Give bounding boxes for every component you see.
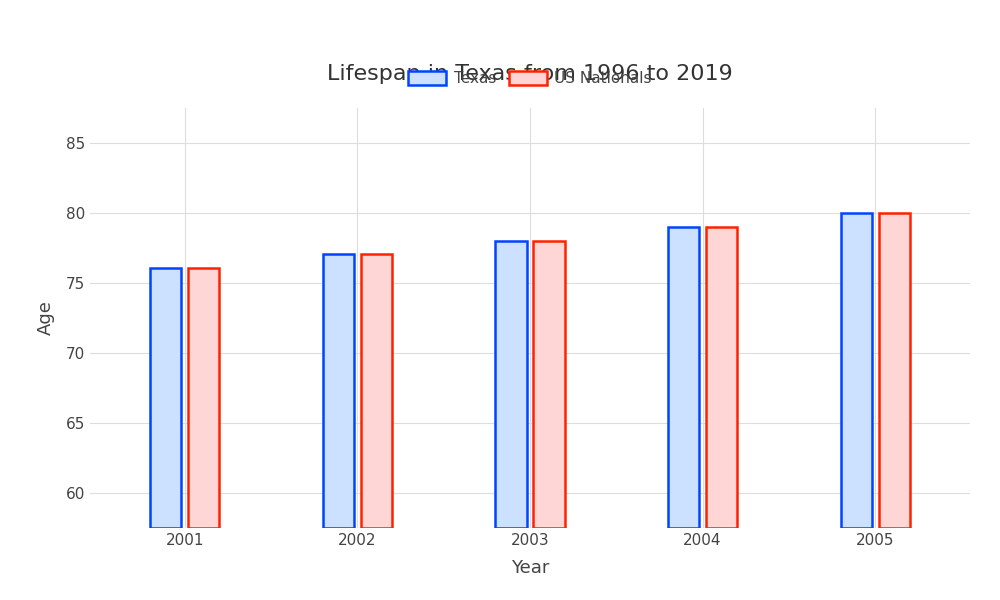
Y-axis label: Age: Age <box>37 301 55 335</box>
Legend: Texas, US Nationals: Texas, US Nationals <box>402 65 658 92</box>
Bar <box>495 241 527 528</box>
Bar <box>361 254 392 528</box>
Bar <box>706 227 737 528</box>
Bar <box>323 254 354 528</box>
Bar <box>533 241 565 528</box>
X-axis label: Year: Year <box>511 559 549 577</box>
Title: Lifespan in Texas from 1996 to 2019: Lifespan in Texas from 1996 to 2019 <box>327 64 733 84</box>
Bar <box>668 227 699 528</box>
Bar <box>150 268 181 528</box>
Bar <box>841 213 872 528</box>
Bar <box>879 213 910 528</box>
Bar <box>188 268 219 528</box>
